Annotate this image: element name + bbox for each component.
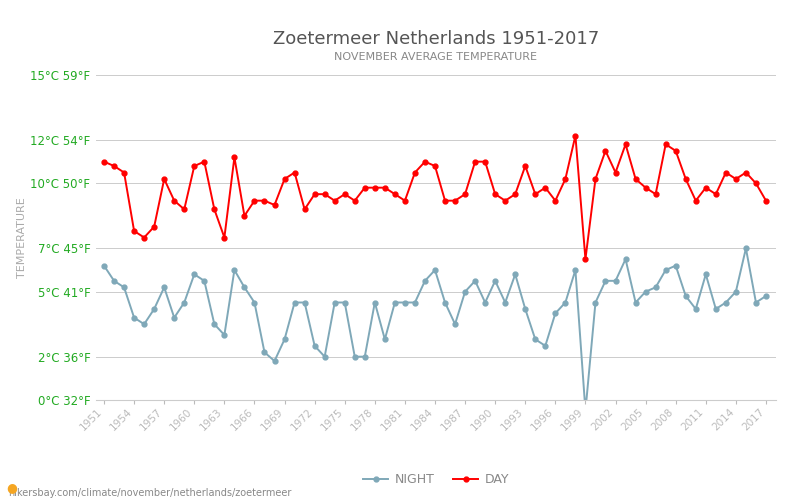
NIGHT (150, 306, 159, 312)
NIGHT (99, 262, 109, 268)
NIGHT (581, 408, 590, 414)
Y-axis label: TEMPERATURE: TEMPERATURE (17, 197, 27, 278)
NIGHT (179, 300, 189, 306)
Line: DAY: DAY (102, 133, 769, 262)
DAY (179, 206, 189, 212)
DAY (370, 184, 380, 190)
DAY (150, 224, 159, 230)
Title: Zoetermeer Netherlands 1951-2017: Zoetermeer Netherlands 1951-2017 (273, 30, 599, 48)
NIGHT (370, 300, 380, 306)
DAY (761, 198, 770, 203)
Text: ●: ● (6, 481, 18, 494)
DAY (99, 158, 109, 164)
Line: NIGHT: NIGHT (102, 246, 769, 414)
DAY (621, 142, 630, 148)
DAY (721, 170, 730, 175)
DAY (570, 132, 580, 138)
NIGHT (711, 306, 721, 312)
Text: hikersbay.com/climate/november/netherlands/zoetermeer: hikersbay.com/climate/november/netherlan… (8, 488, 291, 498)
NIGHT (761, 293, 770, 299)
NIGHT (741, 246, 750, 252)
NIGHT (610, 278, 620, 284)
NIGHT (400, 300, 410, 306)
DAY (581, 256, 590, 262)
Legend: NIGHT, DAY: NIGHT, DAY (358, 468, 514, 491)
Text: NOVEMBER AVERAGE TEMPERATURE: NOVEMBER AVERAGE TEMPERATURE (334, 52, 538, 62)
DAY (400, 198, 410, 203)
